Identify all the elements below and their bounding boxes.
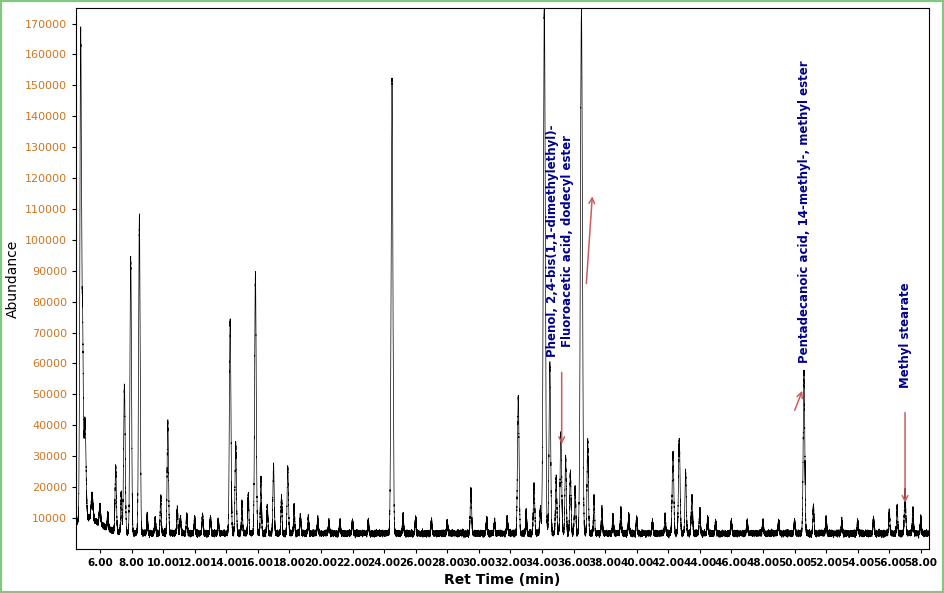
Text: Phenol, 2,4-bis(1,1-dimethylethyl)-
Fluoroacetic acid, dodecyl ester: Phenol, 2,4-bis(1,1-dimethylethyl)- Fluo… [547, 125, 574, 358]
Y-axis label: Abundance: Abundance [6, 240, 20, 318]
Text: Pentadecanoic acid, 14-methyl-, methyl ester: Pentadecanoic acid, 14-methyl-, methyl e… [799, 61, 811, 364]
X-axis label: Ret Time (min): Ret Time (min) [445, 573, 561, 588]
Text: Methyl stearate: Methyl stearate [900, 282, 912, 388]
